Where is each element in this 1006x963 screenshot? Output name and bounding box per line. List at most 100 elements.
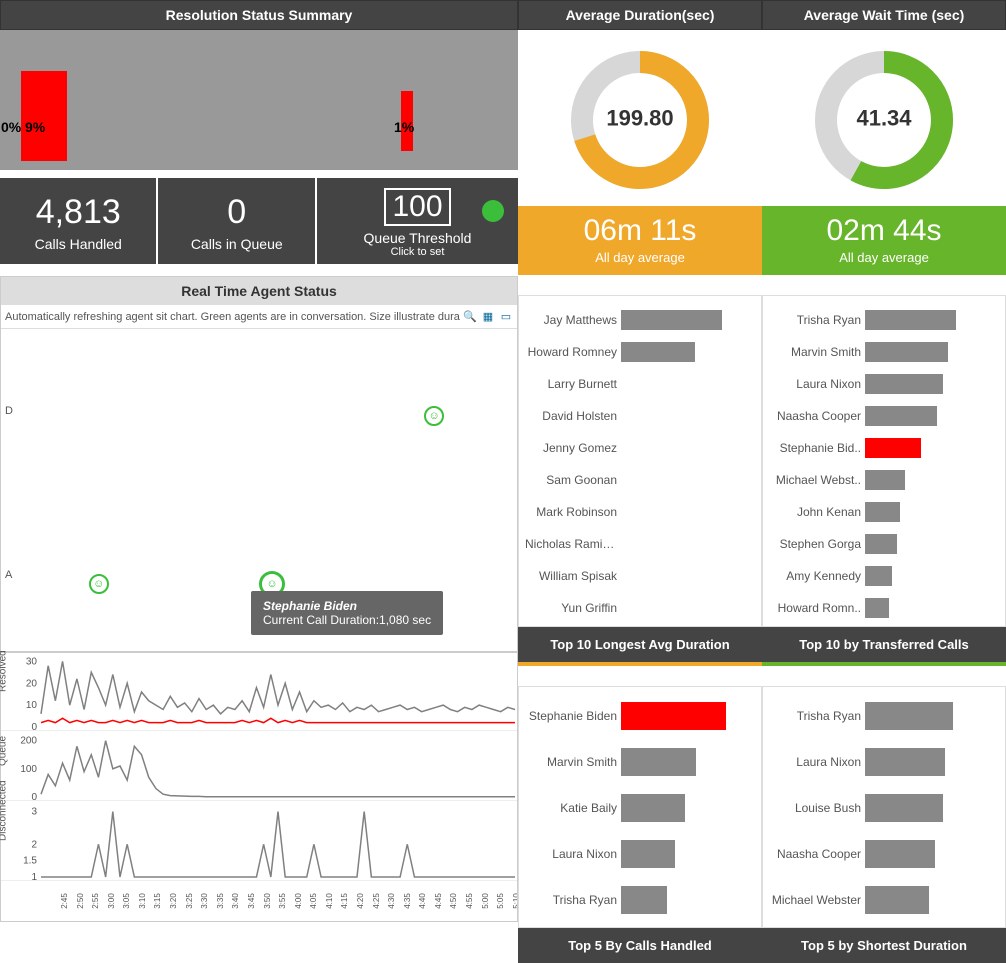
- list-item[interactable]: Naasha Cooper: [769, 835, 999, 873]
- agent-name: Stephanie Bid..: [769, 441, 865, 455]
- list-item[interactable]: Trisha Ryan: [769, 306, 999, 334]
- bar-fill: [865, 502, 900, 522]
- bar-track: [865, 530, 999, 558]
- list-item[interactable]: Howard Romn..: [769, 594, 999, 622]
- metric-threshold[interactable]: 100 Queue Threshold Click to set: [317, 178, 518, 264]
- bar-track: [865, 434, 999, 462]
- bar-track: [865, 402, 999, 430]
- agent-name: Laura Nixon: [769, 755, 865, 769]
- avg-duration-footer: 06m 11s All day average: [518, 206, 762, 275]
- agent-chart[interactable]: D A ☺☺☺ Stephanie Biden Current Call Dur…: [1, 329, 517, 651]
- svg-text:30: 30: [26, 656, 38, 667]
- avg-wait-panel: 41.34: [762, 30, 1006, 200]
- bar-fill: [621, 794, 685, 821]
- bar-fill: [865, 470, 905, 490]
- right-column: Average Wait Time (sec) 41.34 02m 44s Al…: [762, 0, 1006, 963]
- agent-name: Howard Romney: [525, 345, 621, 359]
- list-item[interactable]: Jenny Gomez: [525, 434, 755, 462]
- avg-wait-footer: 02m 44s All day average: [762, 206, 1006, 275]
- svg-text:3: 3: [31, 807, 37, 818]
- list-item[interactable]: Jay Matthews: [525, 306, 755, 334]
- bar-track: [621, 562, 755, 590]
- list-item[interactable]: David Holsten: [525, 402, 755, 430]
- bar-track: [865, 594, 999, 622]
- zoom-icon[interactable]: 🔍: [463, 310, 477, 324]
- svg-text:1.5: 1.5: [23, 856, 37, 867]
- agent-name: Jay Matthews: [525, 313, 621, 327]
- resolution-label-1: 9%: [25, 119, 45, 135]
- list-item[interactable]: Naasha Cooper: [769, 402, 999, 430]
- svg-text:20: 20: [26, 678, 38, 689]
- list-item[interactable]: Amy Kennedy: [769, 562, 999, 590]
- bar-track: [865, 338, 999, 366]
- agent-name: Trisha Ryan: [769, 709, 865, 723]
- bar-fill: [865, 438, 921, 458]
- list-item[interactable]: Stephanie Biden: [525, 697, 755, 735]
- disconnected-ylabel: Disconnected: [0, 780, 9, 841]
- top5-shortest-list: Trisha Ryan Laura Nixon Louise Bush Naasha …: [762, 686, 1006, 928]
- threshold-label: Queue Threshold: [364, 230, 472, 246]
- queue-ylabel: Queue: [0, 735, 9, 765]
- bar-fill: [865, 566, 892, 586]
- list-item[interactable]: Michael Webst..: [769, 466, 999, 494]
- avg-wait-donut: 41.34: [804, 40, 964, 200]
- bar-track: [621, 697, 755, 735]
- grid-icon[interactable]: ▦: [481, 310, 495, 324]
- timeseries-xaxis: 2:452:502:553:003:053:103:153:203:253:30…: [1, 881, 517, 921]
- list-item[interactable]: Yun Griffin: [525, 594, 755, 622]
- bar-track: [865, 370, 999, 398]
- list-item[interactable]: Laura Nixon: [769, 370, 999, 398]
- bar-track: [865, 466, 999, 494]
- list-item[interactable]: Laura Nixon: [769, 743, 999, 781]
- agent-name: Katie Baily: [525, 801, 621, 815]
- top5-calls-footer: Top 5 By Calls Handled: [518, 928, 762, 963]
- window-icon[interactable]: ▭: [499, 310, 513, 324]
- list-item[interactable]: Trisha Ryan: [769, 697, 999, 735]
- agent-name: Nicholas Ramirez: [525, 537, 621, 551]
- bar-track: [865, 743, 999, 781]
- list-item[interactable]: Louise Bush: [769, 789, 999, 827]
- top10-duration-list: Jay Matthews Howard Romney Larry Burnett Da…: [518, 295, 762, 627]
- agent-name: Naasha Cooper: [769, 847, 865, 861]
- bar-track: [621, 835, 755, 873]
- timeseries-panel: Resolved 0102030 Queue 0100200 Disconnec…: [0, 652, 518, 922]
- resolution-label-0: 0%: [1, 119, 21, 135]
- metric-calls-handled: 4,813 Calls Handled: [0, 178, 156, 264]
- list-item[interactable]: Larry Burnett: [525, 370, 755, 398]
- list-item[interactable]: Stephen Gorga: [769, 530, 999, 558]
- bar-fill: [865, 406, 937, 426]
- list-item[interactable]: Sam Goonan: [525, 466, 755, 494]
- list-item[interactable]: Katie Baily: [525, 789, 755, 827]
- metric-row: 4,813 Calls Handled 0 Calls in Queue 100…: [0, 178, 518, 264]
- top5-calls-list: Stephanie Biden Marvin Smith Katie Baily La…: [518, 686, 762, 928]
- top5-shortest-footer: Top 5 by Shortest Duration: [762, 928, 1006, 963]
- bar-fill: [865, 886, 929, 913]
- svg-text:100: 100: [20, 764, 37, 775]
- agent-y-a: A: [5, 569, 12, 581]
- list-item[interactable]: Marvin Smith: [525, 743, 755, 781]
- agent-name: Stephen Gorga: [769, 537, 865, 551]
- list-item[interactable]: Stephanie Bid..: [769, 434, 999, 462]
- agent-bubble[interactable]: ☺: [89, 574, 109, 594]
- bar-fill: [865, 840, 935, 867]
- avg-wait-time: 02m 44s: [762, 214, 1006, 248]
- agent-name: Michael Webst..: [769, 473, 865, 487]
- list-item[interactable]: Mark Robinson: [525, 498, 755, 526]
- agent-name: Jenny Gomez: [525, 441, 621, 455]
- top10-transferred-footer: Top 10 by Transferred Calls: [762, 627, 1006, 666]
- list-item[interactable]: Michael Webster: [769, 881, 999, 919]
- bar-track: [621, 594, 755, 622]
- list-item[interactable]: Howard Romney: [525, 338, 755, 366]
- list-item[interactable]: Marvin Smith: [769, 338, 999, 366]
- list-item[interactable]: Laura Nixon: [525, 835, 755, 873]
- resolution-summary-chart: 0% 9% 1%: [0, 30, 518, 170]
- agent-bubble[interactable]: ☺: [424, 406, 444, 426]
- bar-fill: [865, 342, 948, 362]
- avg-wait-header: Average Wait Time (sec): [762, 0, 1006, 30]
- list-item[interactable]: Nicholas Ramirez: [525, 530, 755, 558]
- calls-queue-label: Calls in Queue: [191, 236, 283, 252]
- bar-fill: [621, 840, 675, 867]
- list-item[interactable]: William Spisak: [525, 562, 755, 590]
- list-item[interactable]: John Kenan: [769, 498, 999, 526]
- list-item[interactable]: Trisha Ryan: [525, 881, 755, 919]
